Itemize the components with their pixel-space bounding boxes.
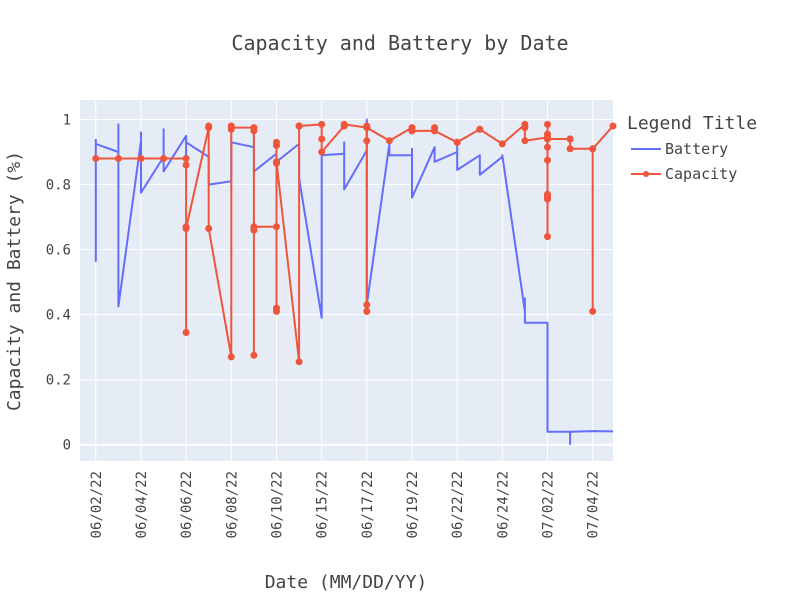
capacity-point[interactable]: [182, 155, 190, 162]
x-tick-label: 06/17/22: [360, 471, 376, 538]
y-tick-label: 0.6: [46, 243, 71, 259]
capacity-point[interactable]: [114, 155, 122, 162]
capacity-point[interactable]: [227, 353, 235, 361]
capacity-point[interactable]: [250, 127, 258, 135]
capacity-point[interactable]: [589, 145, 597, 153]
series-layer: [92, 118, 617, 446]
capacity-point[interactable]: [521, 137, 529, 145]
capacity-point[interactable]: [250, 351, 258, 359]
y-tick-label: 0.2: [46, 373, 71, 389]
capacity-point[interactable]: [544, 120, 551, 128]
y-axis-title: Capacity and Battery (%): [4, 151, 25, 411]
capacity-point[interactable]: [385, 137, 393, 145]
capacity-point[interactable]: [566, 135, 574, 143]
capacity-point[interactable]: [476, 125, 484, 133]
x-tick-label: 06/24/22: [495, 471, 511, 538]
capacity-point[interactable]: [273, 138, 280, 146]
capacity-point[interactable]: [521, 124, 529, 132]
x-tick-label: 06/06/22: [179, 471, 195, 538]
x-tick-label: 07/04/22: [586, 471, 602, 538]
x-tick-labels: 06/02/22 06/04/22 06/06/22 06/08/22 06/10/22…: [89, 471, 602, 538]
y-gridlines: [80, 119, 613, 446]
capacity-point[interactable]: [295, 358, 303, 366]
capacity-point[interactable]: [453, 138, 461, 146]
capacity-point[interactable]: [250, 223, 258, 231]
legend[interactable]: Legend Title Battery Capacity: [627, 113, 757, 183]
y-tick-label: 0: [63, 438, 71, 454]
capacity-point[interactable]: [498, 140, 506, 148]
legend-capacity-label: Capacity: [665, 165, 737, 183]
legend-battery-label: Battery: [665, 140, 728, 158]
y-tick-labels: 0 0.2 0.4 0.6 0.8 1: [46, 113, 71, 454]
capacity-point[interactable]: [363, 301, 371, 309]
capacity-point[interactable]: [544, 156, 551, 164]
capacity-point[interactable]: [205, 122, 213, 130]
x-tick-label: 06/02/22: [89, 471, 105, 538]
capacity-point[interactable]: [318, 135, 326, 143]
legend-capacity-marker: [643, 171, 649, 177]
x-tick-label: 06/15/22: [315, 471, 331, 538]
x-tick-label: 06/08/22: [224, 471, 240, 538]
capacity-point[interactable]: [431, 127, 439, 135]
capacity-point[interactable]: [544, 135, 551, 143]
capacity-point[interactable]: [544, 194, 551, 202]
capacity-point[interactable]: [340, 120, 348, 128]
capacity-point[interactable]: [137, 155, 145, 162]
capacity-point[interactable]: [318, 148, 326, 156]
capacity-point[interactable]: [408, 127, 416, 135]
capacity-point[interactable]: [318, 120, 326, 128]
capacity-point[interactable]: [182, 161, 190, 169]
capacity-point[interactable]: [273, 158, 280, 166]
capacity-point[interactable]: [182, 225, 190, 232]
capacity-point[interactable]: [544, 233, 551, 241]
capacity-point[interactable]: [273, 223, 280, 231]
x-tick-label: 06/10/22: [269, 471, 285, 538]
series-line-capacity: [95, 123, 614, 363]
x-tick-label: 06/04/22: [134, 471, 150, 538]
y-tick-label: 0.4: [46, 308, 71, 324]
capacity-point[interactable]: [160, 155, 168, 162]
y-tick-label: 1: [63, 113, 71, 129]
capacity-point[interactable]: [544, 143, 551, 151]
chart-title: Capacity and Battery by Date: [231, 31, 568, 55]
capacity-point[interactable]: [273, 307, 280, 315]
x-tick-label: 06/19/22: [405, 471, 421, 538]
capacity-point[interactable]: [566, 145, 574, 153]
plot-area: [80, 100, 613, 461]
y-tick-label: 0.8: [46, 178, 71, 194]
capacity-point[interactable]: [609, 122, 617, 130]
capacity-point[interactable]: [227, 124, 235, 132]
x-tick-label: 07/02/22: [541, 471, 557, 538]
x-tick-label: 06/22/22: [450, 471, 466, 538]
capacity-point[interactable]: [363, 307, 371, 315]
capacity-point[interactable]: [363, 124, 371, 132]
capacity-point[interactable]: [205, 225, 213, 232]
capacity-point[interactable]: [363, 137, 371, 145]
x-axis-title: Date (MM/DD/YY): [265, 572, 428, 593]
capacity-point[interactable]: [182, 329, 190, 336]
series-line-battery: [94, 118, 614, 446]
capacity-point[interactable]: [295, 122, 303, 130]
capacity-point[interactable]: [92, 155, 100, 162]
capacity-point[interactable]: [589, 307, 597, 315]
legend-title: Legend Title: [627, 113, 757, 134]
